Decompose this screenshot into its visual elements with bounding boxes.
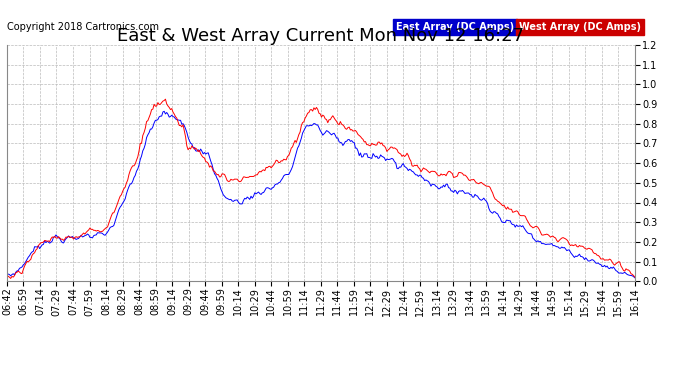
Text: East Array (DC Amps): East Array (DC Amps) <box>396 22 514 32</box>
Title: East & West Array Current Mon Nov 12 16:27: East & West Array Current Mon Nov 12 16:… <box>117 27 524 45</box>
Text: West Array (DC Amps): West Array (DC Amps) <box>519 22 640 32</box>
Text: Copyright 2018 Cartronics.com: Copyright 2018 Cartronics.com <box>7 22 159 32</box>
